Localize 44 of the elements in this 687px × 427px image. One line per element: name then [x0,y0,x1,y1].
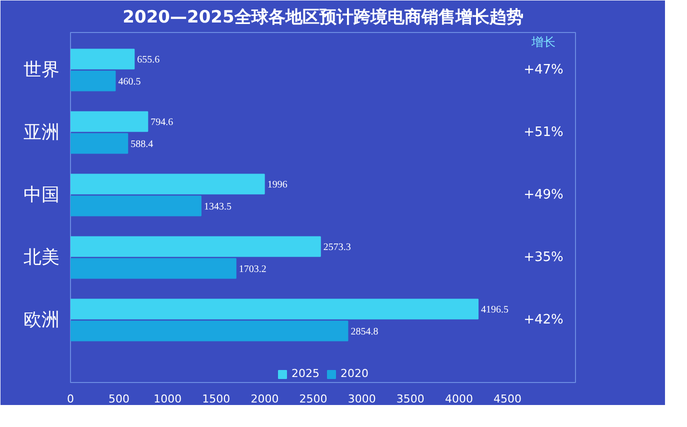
annotation: +47% [524,62,564,78]
y-tick-label: 北美 [24,247,60,268]
bar [70,48,135,70]
legend-label: 2020 [340,367,368,380]
annotation: +35% [524,250,564,265]
annotation: +49% [524,188,564,202]
x-tick-label: 3000 [348,392,376,406]
x-tick-label: 500 [108,392,130,406]
annotation: +51% [524,125,564,140]
bar [70,174,265,194]
legend-label: 2025 [292,367,320,380]
data-label: 2573.3 [323,242,351,254]
data-label: 588.4 [130,138,154,150]
y-tick-label: 亚洲 [24,122,60,143]
x-tick-label: 1000 [154,392,182,406]
chart-title: 2020—2025全球各地区预计跨境电商销售增长趋势 [122,8,524,28]
bar [70,258,236,279]
annotation: +42% [524,312,564,328]
x-tick-label: 2500 [299,392,328,406]
data-label: 4196.5 [481,304,509,316]
bar [70,196,202,216]
data-label: 2854.8 [350,326,378,338]
bar [70,236,321,257]
bar [70,133,128,154]
bar [70,70,116,92]
data-label: 1703.2 [238,264,266,275]
x-tick-label: 1500 [202,392,230,406]
x-tick-label: 2000 [250,392,279,406]
data-label: 1343.5 [204,201,232,212]
bar [70,320,348,342]
x-tick-label: 3500 [396,392,424,406]
y-tick-label: 中国 [24,184,60,206]
data-label: 1996 [267,180,288,191]
y-tick-label: 世界 [24,60,60,80]
bar [70,111,148,132]
data-label: 460.5 [118,76,141,88]
data-label: 655.6 [137,54,160,66]
x-tick-label: 0 [67,392,74,406]
x-tick-label: 4500 [494,392,522,406]
y-tick-label: 欧洲 [24,310,60,330]
x-tick-label: 4000 [444,392,473,406]
data-label: 794.6 [150,117,174,128]
annotation: 增长 [530,34,556,49]
bar [70,298,479,320]
